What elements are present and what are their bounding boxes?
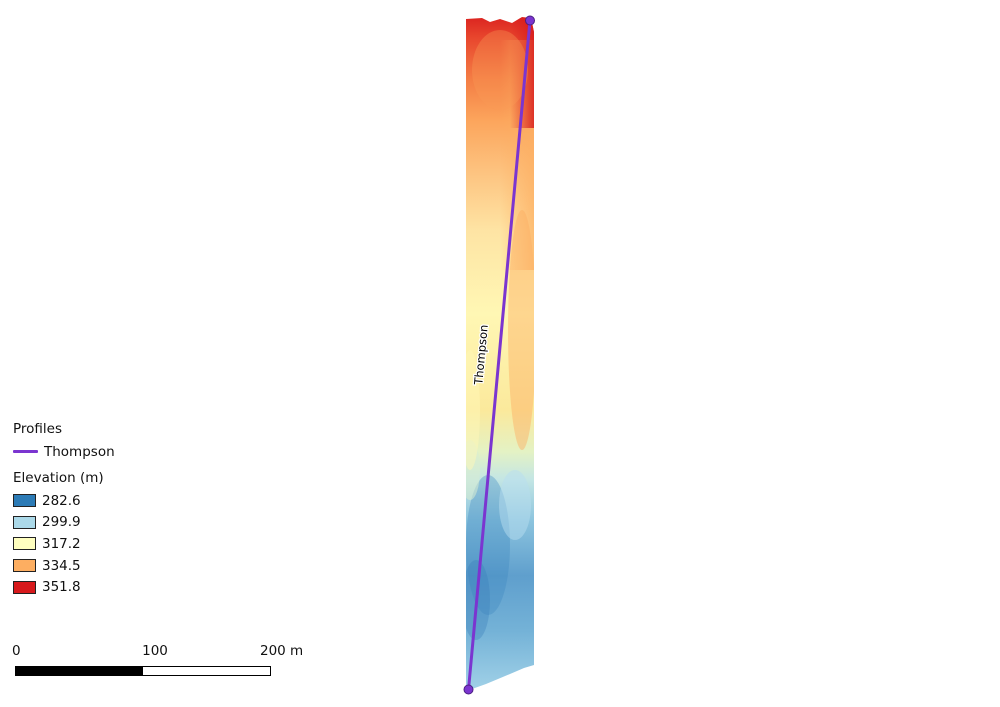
elevation-swatch xyxy=(13,580,36,594)
legend-class-item: 299.9 xyxy=(13,511,233,533)
elevation-class-label: 299.9 xyxy=(42,514,81,531)
legend-elevation-title: Elevation (m) xyxy=(13,469,104,486)
profile-end-vertex[interactable] xyxy=(463,684,474,695)
legend-class-item: 334.5 xyxy=(13,555,233,577)
profile-label: Thompson xyxy=(471,324,491,386)
legend-class-item: 351.8 xyxy=(13,576,233,598)
elevation-swatch xyxy=(13,537,36,551)
elevation-class-label: 334.5 xyxy=(42,557,81,574)
scale-segment xyxy=(16,667,143,675)
elevation-swatch xyxy=(13,559,36,573)
profile-line-swatch xyxy=(13,450,38,454)
scale-tick-label: 100 xyxy=(142,643,168,659)
elevation-class-label: 317.2 xyxy=(42,535,81,552)
elevation-swatch xyxy=(13,515,36,529)
map-legend: Profiles Thompson Elevation (m) 282.6 29… xyxy=(13,420,233,598)
legend-profile-label: Thompson xyxy=(44,443,115,460)
elevation-swatch xyxy=(13,494,36,508)
scale-segment xyxy=(143,667,270,675)
legend-profiles-title: Profiles xyxy=(13,421,63,437)
elevation-raster xyxy=(466,17,534,690)
profile-line-thompson[interactable] xyxy=(463,15,535,695)
legend-profile-item: Thompson xyxy=(13,441,233,463)
scale-tick-label: 200 m xyxy=(260,643,304,659)
legend-class-item: 317.2 xyxy=(13,533,233,555)
legend-elevation-classes: 282.6 299.9 317.2 334.5 351.8 xyxy=(13,490,233,598)
profile-start-vertex[interactable] xyxy=(525,15,535,26)
elevation-class-label: 282.6 xyxy=(42,492,81,509)
scale-bar: 0 100 200 m xyxy=(12,642,312,682)
legend-class-item: 282.6 xyxy=(13,490,233,512)
scale-tick-label: 0 xyxy=(12,643,21,659)
elevation-class-label: 351.8 xyxy=(42,579,81,596)
scale-bar-track xyxy=(15,666,271,676)
